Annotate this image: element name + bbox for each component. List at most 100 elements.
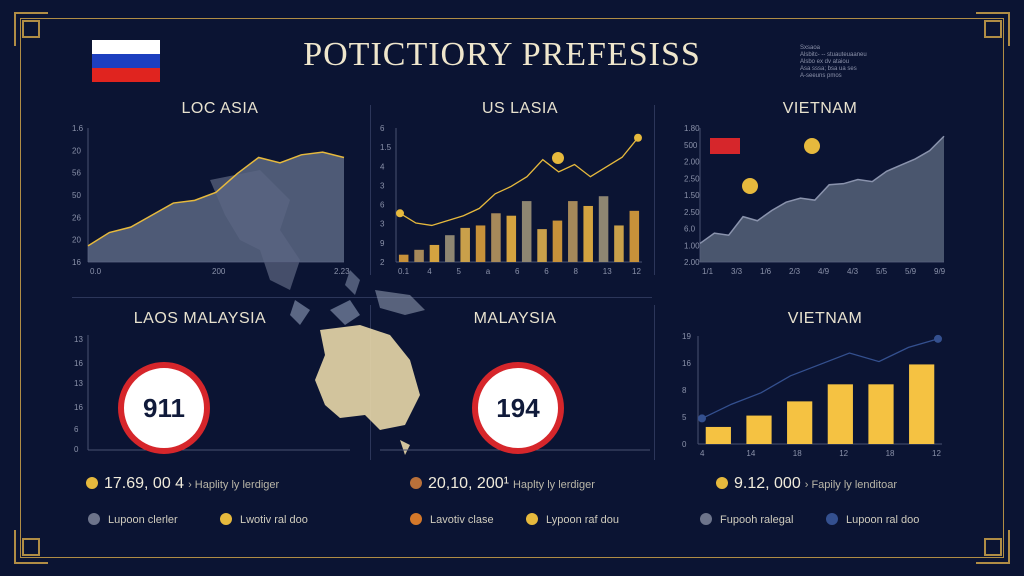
panel-title-vietnam: VIETNAM xyxy=(782,100,858,117)
y-tick-label: 4 xyxy=(380,162,385,171)
y-tick-label: 16 xyxy=(72,258,81,267)
coin-icon xyxy=(716,477,728,489)
bar xyxy=(445,235,455,262)
y-tick-label: 9 xyxy=(380,239,385,248)
trend-line xyxy=(399,137,639,227)
x-tick-label: 5/5 xyxy=(876,267,888,276)
y-tick-label: 26 xyxy=(72,213,81,222)
area-fill xyxy=(88,152,344,262)
x-tick-label: 12 xyxy=(932,449,941,458)
header-legend: Sxsaoa Alsbitc- -- stuauteuaaneu Alsbo e… xyxy=(800,45,867,79)
x-tick-label: 6 xyxy=(515,267,520,276)
area-line xyxy=(699,135,945,245)
legend-dot-icon xyxy=(88,513,100,525)
x-tick-label: 6 xyxy=(544,267,549,276)
count-badge-194: 194 xyxy=(472,362,564,454)
trend-point xyxy=(396,209,404,218)
x-tick-label: 1/6 xyxy=(760,267,772,276)
corner-ornament xyxy=(14,530,48,564)
x-tick-label: 9/9 xyxy=(934,267,946,276)
russia-flag-icon xyxy=(92,40,160,82)
y-tick-label: 3 xyxy=(380,181,385,190)
coin-icon xyxy=(742,178,758,194)
x-tick-label: 4 xyxy=(427,267,432,276)
bar xyxy=(629,210,640,262)
y-tick-label: 2 xyxy=(380,258,385,267)
axis-laos-malaysia: 13 16 13 16 6 0 xyxy=(74,335,350,454)
x-tick-label: 3/3 xyxy=(731,267,743,276)
y-tick-label: 8 xyxy=(682,386,687,395)
chart-loc-asia: 1.6 20 56 50 26 20 16 0.0 200 2.23 xyxy=(72,124,350,276)
panel-divider xyxy=(370,105,371,275)
panel-title-laos-malaysia: LAOS MALAYSIA xyxy=(133,310,267,327)
y-tick-label: 6 xyxy=(380,201,385,210)
x-tick-label: 2.23 xyxy=(334,267,350,276)
bar xyxy=(705,426,731,444)
bar xyxy=(414,249,424,262)
corner-ornament xyxy=(976,530,1010,564)
y-tick-label: 20 xyxy=(72,236,81,245)
corner-ornament xyxy=(976,12,1010,46)
bar xyxy=(614,225,624,262)
x-tick-label: 13 xyxy=(603,267,612,276)
x-tick-label: 2/3 xyxy=(789,267,801,276)
coin-icon xyxy=(86,477,98,489)
coin-icon xyxy=(410,477,422,489)
svg-text:0: 0 xyxy=(74,445,79,454)
bar xyxy=(909,364,935,444)
chart-vietnam-bars: 19 16 8 5 0 4 14 18 12 18 12 xyxy=(682,332,942,458)
trend-point xyxy=(698,414,706,423)
bar xyxy=(746,415,772,444)
x-tick-label: 0.0 xyxy=(90,267,102,276)
trend-point xyxy=(934,334,942,343)
y-tick-label: 19 xyxy=(682,332,691,341)
x-tick-label: a xyxy=(486,267,491,276)
x-tick-label: 4 xyxy=(700,449,705,458)
bar xyxy=(506,215,517,262)
y-tick-label: 2.50 xyxy=(684,208,700,217)
x-tick-label: 18 xyxy=(793,449,802,458)
y-tick-label: 2.50 xyxy=(684,174,700,183)
y-tick-label: 5 xyxy=(682,413,687,422)
stat-laos-malaysia: 17.69, 00 4 › Haplity ly lerdiger xyxy=(86,475,279,493)
legend-item: Fupooh ralegal xyxy=(700,513,793,526)
bar xyxy=(429,244,440,262)
legend-dot-icon xyxy=(826,513,838,525)
bar xyxy=(787,401,813,444)
legend-item: Lavotiv clase xyxy=(410,513,494,526)
stat-malaysia: 20,10, 200¹ Haplty ly lerdiger xyxy=(410,475,595,493)
panel-title-us-lasia: US LASIA xyxy=(481,100,559,117)
bar xyxy=(868,384,894,444)
bar xyxy=(827,384,853,444)
chart-us-lasia: 6 1.5 4 3 6 3 9 2 0.1 4 5 a 6 6 8 13 12 xyxy=(380,124,642,276)
marker-icon xyxy=(552,152,564,164)
bar xyxy=(583,205,593,262)
bar xyxy=(398,254,409,262)
bar xyxy=(568,201,578,262)
y-tick-label: 0 xyxy=(682,440,687,449)
y-tick-label: 1.00 xyxy=(684,241,700,250)
bar xyxy=(460,227,470,262)
legend-item: Lypoon raf dou xyxy=(526,513,619,526)
legend-dot-icon xyxy=(700,513,712,525)
x-tick-label: 1/1 xyxy=(702,267,714,276)
x-tick-label: 4/9 xyxy=(818,267,830,276)
y-tick-label: 6.0 xyxy=(684,225,696,234)
svg-text:16: 16 xyxy=(74,359,83,368)
legend-dot-icon xyxy=(410,513,422,525)
x-tick-label: 5 xyxy=(457,267,462,276)
red-flag-icon xyxy=(710,138,740,154)
x-tick-label: 12 xyxy=(839,449,848,458)
panel-title-loc-asia: LOC ASIA xyxy=(181,100,259,117)
y-tick-label: 1.80 xyxy=(684,124,700,133)
panel-divider xyxy=(72,297,652,298)
y-tick-label: 6 xyxy=(380,124,385,133)
x-tick-label: 0.1 xyxy=(398,267,410,276)
trend-line xyxy=(701,338,939,420)
corner-ornament xyxy=(14,12,48,46)
bar xyxy=(552,220,563,262)
y-tick-label: 16 xyxy=(682,359,691,368)
bar xyxy=(598,196,609,262)
legend-item: Lupoon ral doo xyxy=(826,513,919,526)
